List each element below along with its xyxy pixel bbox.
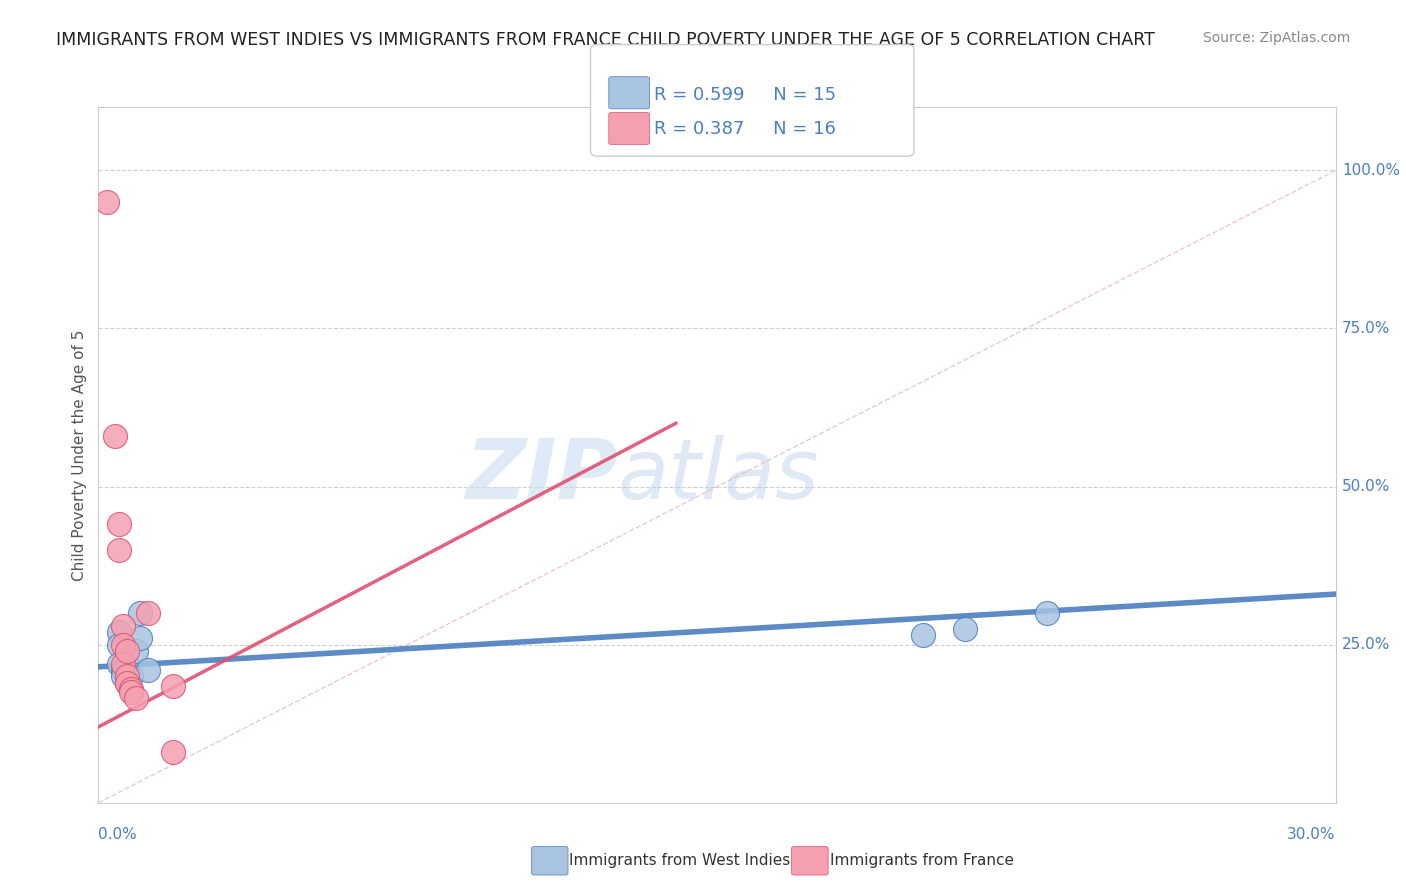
Point: [112, 663, 135, 677]
Point: [136, 663, 159, 677]
Point: [117, 657, 139, 671]
Point: [112, 618, 135, 632]
Text: 75.0%: 75.0%: [1341, 321, 1391, 336]
Text: atlas: atlas: [619, 435, 820, 516]
Point: [108, 638, 131, 652]
Point: [108, 625, 131, 640]
Text: R = 0.599     N = 15: R = 0.599 N = 15: [654, 87, 837, 104]
Y-axis label: Child Poverty Under the Age of 5: Child Poverty Under the Age of 5: [72, 329, 87, 581]
Point: [124, 644, 146, 658]
Point: [117, 644, 139, 658]
Point: [128, 632, 150, 646]
Point: [117, 669, 139, 683]
Point: [124, 691, 146, 706]
Point: [912, 628, 935, 642]
Point: [108, 542, 131, 557]
Point: [128, 606, 150, 620]
Point: [953, 622, 976, 636]
Point: [108, 517, 131, 532]
Text: ZIP: ZIP: [465, 435, 619, 516]
Point: [120, 681, 142, 696]
Text: 50.0%: 50.0%: [1341, 479, 1391, 494]
Text: Immigrants from West Indies: Immigrants from West Indies: [569, 854, 790, 868]
Text: 0.0%: 0.0%: [98, 827, 138, 842]
Point: [117, 675, 139, 690]
Point: [112, 638, 135, 652]
Text: Immigrants from France: Immigrants from France: [830, 854, 1014, 868]
Text: 30.0%: 30.0%: [1288, 827, 1336, 842]
Point: [162, 679, 184, 693]
Point: [112, 657, 135, 671]
Point: [1036, 606, 1059, 620]
Point: [108, 657, 131, 671]
Point: [162, 745, 184, 759]
Text: 25.0%: 25.0%: [1341, 637, 1391, 652]
Point: [117, 675, 139, 690]
Text: Source: ZipAtlas.com: Source: ZipAtlas.com: [1202, 31, 1350, 45]
Text: R = 0.387     N = 16: R = 0.387 N = 16: [654, 120, 835, 138]
Point: [112, 669, 135, 683]
Point: [104, 429, 127, 443]
Point: [136, 606, 159, 620]
Text: 100.0%: 100.0%: [1341, 163, 1400, 178]
Point: [96, 194, 118, 209]
Point: [120, 669, 142, 683]
Text: IMMIGRANTS FROM WEST INDIES VS IMMIGRANTS FROM FRANCE CHILD POVERTY UNDER THE AG: IMMIGRANTS FROM WEST INDIES VS IMMIGRANT…: [56, 31, 1156, 49]
Point: [120, 685, 142, 699]
